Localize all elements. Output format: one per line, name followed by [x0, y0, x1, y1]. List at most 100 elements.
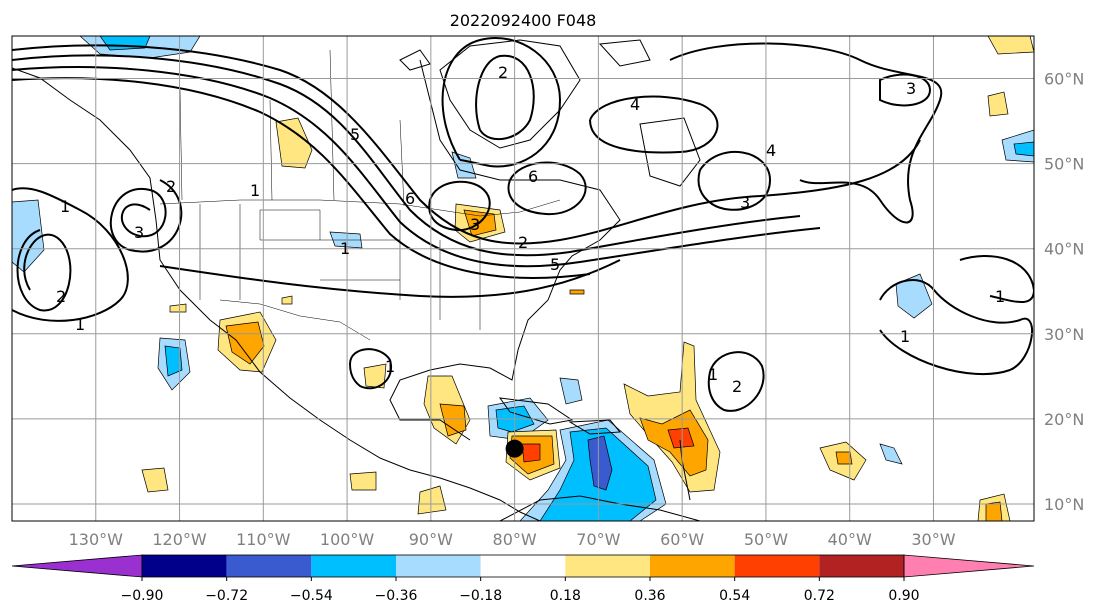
contour-label: 4 — [766, 141, 776, 160]
anomaly-mid-blue-pacific-mexico — [164, 345, 183, 377]
contour-jet-3 — [12, 66, 821, 268]
contour-jet-1 — [12, 44, 921, 245]
contour-label: 2 — [518, 233, 528, 252]
longitude-label: 130°W — [69, 530, 124, 549]
graticule — [12, 36, 1034, 521]
longitude-label: 90°W — [409, 530, 453, 549]
anomaly-yellow-florida-small — [569, 289, 585, 295]
coastline-cuba — [498, 397, 574, 425]
latitude-label: 30°N — [1044, 325, 1084, 344]
coastline-hispaniola — [568, 419, 622, 435]
contour-greenland-inner — [475, 54, 535, 140]
contour-greenland-high — [441, 37, 562, 168]
contour-label: 3 — [134, 223, 144, 242]
latitude-label: 60°N — [1044, 70, 1084, 89]
contour-label: 3 — [906, 79, 916, 98]
anomaly-blue-azores — [895, 273, 933, 319]
contour-ne-high — [879, 73, 932, 107]
contour-label: 1 — [75, 315, 85, 334]
colorbar-segment — [565, 555, 650, 577]
longitude-label: 80°W — [493, 530, 537, 549]
longitude-label: 100°W — [320, 530, 375, 549]
contour-labrador-low — [507, 161, 587, 216]
contour-label: 2 — [56, 287, 66, 306]
contour-atlantic-tropical — [707, 351, 765, 412]
latitude-label: 10°N — [1044, 495, 1084, 514]
anomaly-orange-yucatan — [439, 403, 467, 437]
latitude-label: 50°N — [1044, 155, 1084, 174]
colorbar-segment — [226, 555, 312, 577]
latitude-label: 40°N — [1044, 240, 1084, 259]
contour-label: 1 — [250, 181, 260, 200]
contour-label: 1 — [385, 357, 395, 376]
latitude-label: 20°N — [1044, 410, 1084, 429]
contour-label: 1 — [340, 239, 350, 258]
contour-azores-loop — [879, 279, 1034, 376]
border-states — [199, 204, 481, 330]
colorbar-segment — [734, 555, 820, 577]
longitude-labels: 130°W 120°W 110°W 100°W 90°W 80°W 70°W 60°W 50°W… — [69, 530, 956, 549]
contour-label: 1 — [995, 287, 1005, 306]
anomaly-mid-blue-iberia-west — [1013, 141, 1034, 157]
border-provinces — [179, 49, 405, 207]
contour-pacific-1 — [12, 187, 129, 322]
colorbar-segment — [650, 555, 735, 577]
anomaly-dark-blue-caribbean — [587, 435, 613, 491]
colorbar-tick-label: −0.36 — [375, 588, 418, 604]
figure-title: 2022092400 F048 — [450, 11, 597, 30]
colorbar-segment — [819, 555, 904, 577]
contour-label: 1 — [900, 327, 910, 346]
contour-label: 6 — [405, 189, 415, 208]
anomaly-yellow-panama — [349, 471, 377, 491]
coastline-lesser-antilles — [679, 439, 691, 501]
colorbar-segment — [142, 555, 227, 577]
longitude-label: 110°W — [236, 530, 291, 549]
contour-label: 5 — [550, 255, 560, 274]
map-frame — [11, 35, 1035, 522]
colorbar-segment — [480, 555, 566, 577]
anomaly-yellow-baja-small — [281, 295, 293, 305]
colorbar-high-extend — [903, 554, 1035, 578]
anomaly-yellow-north-atlantic — [987, 91, 1009, 117]
colorbar-tick-label: −0.72 — [205, 588, 248, 604]
contour-labels: 1 1 1 1 1 1 1 1 2 2 2 2 2 3 3 3 3 4 4 5 … — [56, 63, 1005, 396]
longitude-label: 50°W — [744, 530, 788, 549]
longitude-label: 120°W — [152, 530, 207, 549]
contour-jet-4 — [12, 77, 591, 279]
contour-atlantic-low — [697, 151, 772, 211]
contour-label: 1 — [708, 365, 718, 384]
colorbar-tick-label: −0.18 — [459, 588, 502, 604]
anomaly-red-atlantic — [667, 427, 695, 449]
anomaly-yellow-gulf — [363, 363, 387, 389]
border-canada-us — [159, 199, 561, 217]
border-us-mexico — [219, 299, 371, 341]
contour-label: 3 — [470, 215, 480, 234]
longitude-label: 30°W — [911, 530, 955, 549]
coastline-north-america-west — [12, 67, 541, 521]
anomaly-blue-bahamas — [559, 377, 583, 405]
contour-jet-2 — [12, 54, 801, 257]
colorbar-tick-label: 0.72 — [804, 588, 835, 604]
coastline-north-america-east — [389, 59, 621, 441]
colorbar-tick-label: −0.54 — [290, 588, 333, 604]
contour-low-west-1 — [109, 179, 183, 253]
anomaly-orange-central-atlantic — [835, 451, 853, 465]
longitude-label: 40°W — [828, 530, 872, 549]
longitude-label: 60°W — [660, 530, 704, 549]
anomaly-orange-east-atlantic — [985, 501, 1003, 521]
anomaly-yellow-pacific-small — [169, 303, 187, 313]
map-panel: 1 1 1 1 1 1 1 1 2 2 2 2 2 3 3 3 3 4 4 5 … — [12, 36, 1034, 521]
latitude-labels: 10°N 20°N 30°N 40°N 50°N 60°N — [1044, 70, 1084, 514]
contour-south-1 — [159, 259, 621, 298]
contour-label: 3 — [740, 193, 750, 212]
colorbar-tick-label: 0.36 — [634, 588, 665, 604]
anomaly-orange-mexico — [225, 321, 265, 365]
contour-label: 2 — [732, 377, 742, 396]
longitude-label: 70°W — [576, 530, 620, 549]
anomaly-yellow-west-pacific — [141, 467, 169, 493]
colorbar-tick-label: −0.90 — [121, 588, 164, 604]
colorbar-tick-label: 0.18 — [550, 588, 581, 604]
contour-north-atlantic-big — [669, 42, 943, 224]
colorbar-outline — [141, 554, 905, 578]
